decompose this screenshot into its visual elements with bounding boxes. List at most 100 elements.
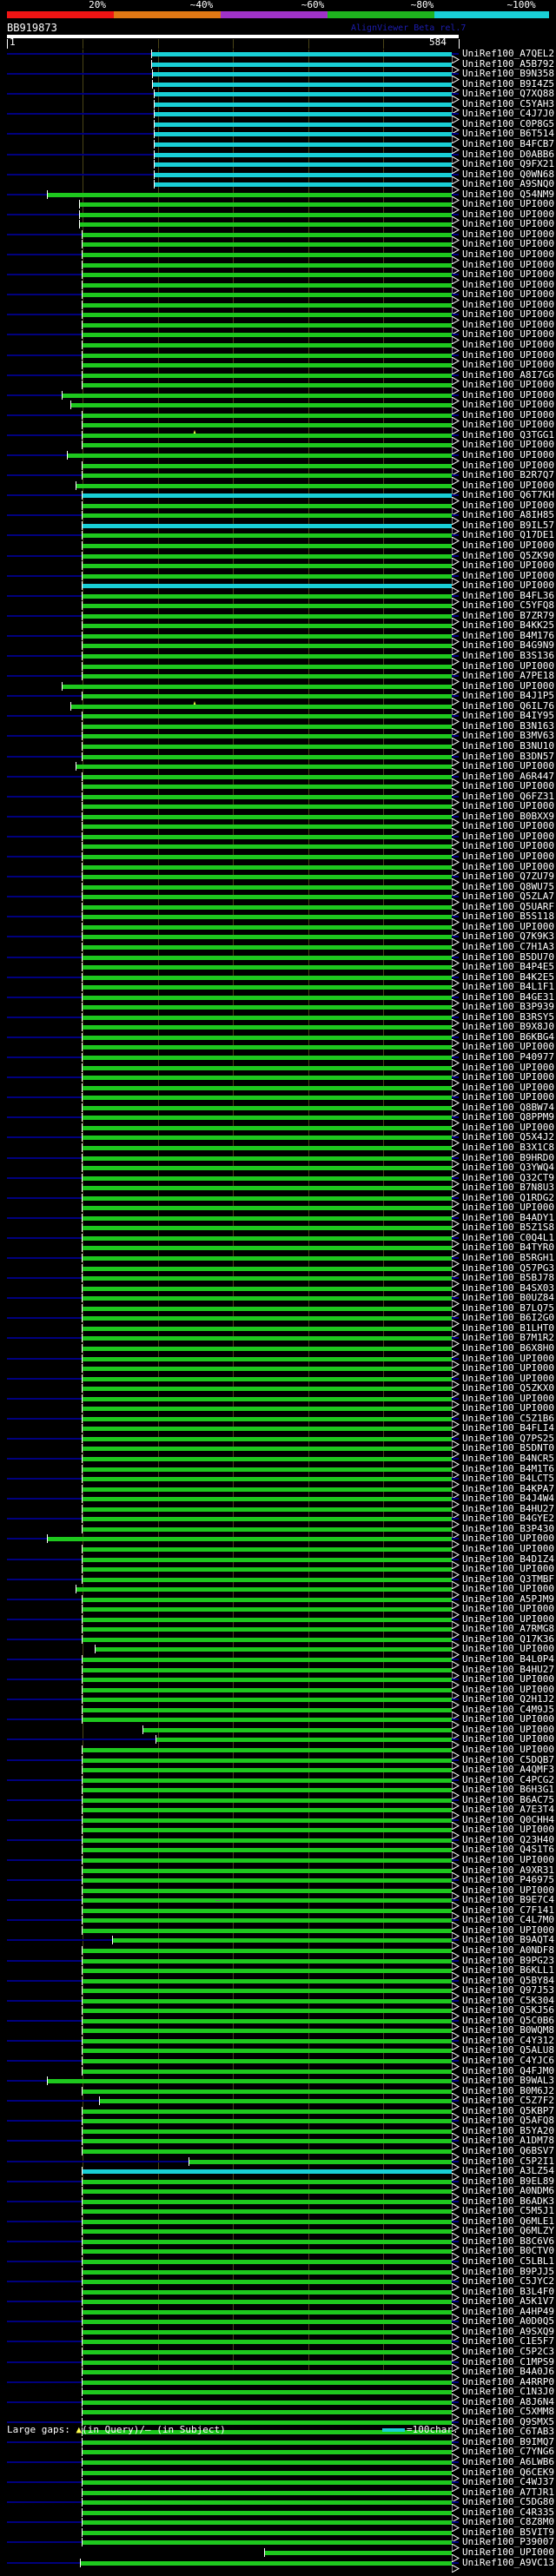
sequence-id-label[interactable]: UniRef100_B4J1P5	[462, 690, 554, 702]
alignment-row[interactable]: UniRef100_Q6IL76	[0, 700, 556, 717]
sequence-id-label[interactable]: UniRef100_B5RGH1	[462, 1252, 554, 1263]
alignment-row[interactable]: UniRef100_B4GE31	[0, 991, 556, 1008]
alignment-bar[interactable]	[83, 423, 452, 428]
alignment-row[interactable]: UniRef100_C4Y312	[0, 2035, 556, 2051]
sequence-id-label[interactable]: UniRef100_Q4FJM0	[462, 2064, 554, 2076]
alignment-bar[interactable]	[83, 1577, 452, 1582]
alignment-bar[interactable]	[155, 112, 452, 117]
sequence-id-label[interactable]: UniRef100_A7QEL2	[462, 48, 554, 59]
alignment-bar[interactable]	[83, 935, 452, 940]
alignment-bar[interactable]	[83, 1085, 452, 1090]
alignment-bar[interactable]	[83, 313, 452, 318]
alignment-bar[interactable]	[83, 1467, 452, 1472]
alignment-row[interactable]: UniRef100_Q6FZ31	[0, 791, 556, 807]
alignment-row[interactable]: UniRef100_Q3TMBF	[0, 1573, 556, 1590]
alignment-bar[interactable]	[83, 2109, 452, 2114]
alignment-bar[interactable]	[83, 2038, 452, 2043]
alignment-bar[interactable]	[83, 2029, 452, 2034]
sequence-id-label[interactable]: UniRef100_B5YA20	[462, 2124, 554, 2136]
alignment-row[interactable]: UniRef100_B4M176	[0, 630, 556, 646]
sequence-id-label[interactable]: UniRef100_Q3TMBF	[462, 1573, 554, 1585]
sequence-id-label[interactable]: UniRef100_Q3YWQ4	[462, 1162, 554, 1174]
alignment-row[interactable]: UniRef100_UPI000..	[0, 1362, 556, 1379]
sequence-id-label[interactable]: UniRef100_UPI000..	[462, 1683, 556, 1695]
sequence-id-label[interactable]: UniRef100_Q5ZK90	[462, 549, 554, 561]
alignment-bar[interactable]	[83, 714, 452, 719]
alignment-row[interactable]: UniRef100_A1DM78	[0, 2135, 556, 2152]
alignment-bar[interactable]	[83, 1186, 452, 1191]
alignment-bar[interactable]	[113, 1938, 452, 1944]
sequence-id-label[interactable]: UniRef100_A9VC13	[462, 2556, 554, 2568]
alignment-bar[interactable]	[83, 2009, 452, 2014]
sequence-id-label[interactable]: UniRef100_UPI000..	[462, 238, 556, 250]
alignment-bar[interactable]	[83, 924, 452, 930]
alignment-bar[interactable]	[83, 2179, 452, 2184]
sequence-id-label[interactable]: UniRef100_C5XMM8	[462, 2406, 554, 2418]
sequence-id-label[interactable]: UniRef100_C0P8G5	[462, 117, 554, 129]
sequence-id-label[interactable]: UniRef100_B9WAL3	[462, 2075, 554, 2087]
sequence-id-label[interactable]: UniRef100_Q0WN68	[462, 168, 554, 180]
sequence-id-label[interactable]: UniRef100_B9E7C4	[462, 1894, 554, 1906]
alignment-row[interactable]: UniRef100_Q0WN68	[0, 168, 556, 185]
alignment-bar[interactable]	[83, 1316, 452, 1321]
alignment-bar[interactable]	[83, 333, 452, 338]
sequence-id-label[interactable]: UniRef100_B6AC75	[462, 1793, 554, 1805]
alignment-row[interactable]: UniRef100_B4TYR0	[0, 1242, 556, 1259]
alignment-row[interactable]: UniRef100_B4A0J6	[0, 2366, 556, 2382]
sequence-id-label[interactable]: UniRef100_UPI000..	[462, 459, 556, 471]
sequence-id-label[interactable]: UniRef100_UPI000..	[462, 830, 556, 842]
sequence-id-label[interactable]: UniRef100_B9I4Z5	[462, 77, 554, 89]
sequence-id-label[interactable]: UniRef100_UPI000..	[462, 1563, 556, 1575]
sequence-id-label[interactable]: UniRef100_C6TAB3	[462, 2426, 554, 2438]
alignment-row[interactable]: UniRef100_Q5KBP7	[0, 2105, 556, 2122]
alignment-bar[interactable]	[83, 1898, 452, 1904]
alignment-bar[interactable]	[83, 1637, 452, 1642]
sequence-id-label[interactable]: UniRef100_D0ABB6	[462, 148, 554, 160]
alignment-bar[interactable]	[83, 584, 452, 589]
alignment-bar[interactable]	[83, 443, 452, 448]
sequence-id-label[interactable]: UniRef100_B3P430	[462, 1522, 554, 1534]
alignment-bar[interactable]	[83, 1256, 452, 1261]
sequence-id-label[interactable]: UniRef100_UPI000..	[462, 800, 556, 812]
alignment-bar[interactable]	[83, 1818, 452, 1823]
sequence-id-label[interactable]: UniRef100_B0WQM8	[462, 2024, 554, 2036]
alignment-row[interactable]: UniRef100_A9XR31	[0, 1864, 556, 1881]
sequence-id-label[interactable]: UniRef100_UPI000..	[462, 1723, 556, 1735]
alignment-bar[interactable]	[83, 2089, 452, 2094]
alignment-row[interactable]: UniRef100_UPI000..	[0, 379, 556, 395]
alignment-row[interactable]: UniRef100_Q6T7KH	[0, 489, 556, 507]
sequence-id-label[interactable]: UniRef100_B9PJJ5	[462, 2265, 554, 2277]
alignment-row[interactable]: UniRef100_B7LQ75	[0, 1301, 556, 1319]
alignment-bar[interactable]	[83, 2320, 452, 2325]
sequence-id-label[interactable]: UniRef100_Q97J53	[462, 1984, 554, 1997]
sequence-id-label[interactable]: UniRef100_Q0CHH4	[462, 1813, 554, 1825]
alignment-bar[interactable]	[83, 2280, 452, 2285]
sequence-id-label[interactable]: UniRef100_Q7K9K3	[462, 930, 554, 943]
alignment-row[interactable]: UniRef100_Q7XQ88	[0, 88, 556, 105]
alignment-bar[interactable]	[83, 1286, 452, 1291]
alignment-bar[interactable]	[83, 734, 452, 739]
sequence-id-label[interactable]: UniRef100_B6KLL1	[462, 1964, 554, 1977]
alignment-row[interactable]: UniRef100_B6I2G0	[0, 1312, 556, 1329]
alignment-row[interactable]: UniRef100_B3N163	[0, 720, 556, 737]
sequence-id-label[interactable]: UniRef100_B7LQ75	[462, 1301, 554, 1314]
sequence-id-label[interactable]: UniRef100_C5P2C3	[462, 2345, 554, 2357]
sequence-id-label[interactable]: UniRef100_Q32CT9	[462, 1171, 554, 1183]
sequence-id-label[interactable]: UniRef100_B4GYE2	[462, 1513, 554, 1525]
sequence-id-label[interactable]: UniRef100_B4LCT5	[462, 1473, 554, 1485]
alignment-bar[interactable]	[83, 1457, 452, 1461]
alignment-bar[interactable]	[83, 2269, 452, 2275]
alignment-bar[interactable]	[81, 2560, 452, 2566]
alignment-row[interactable]: UniRef100_UPI000..	[0, 1713, 556, 1731]
alignment-row[interactable]: UniRef100_Q5X4J2	[0, 1131, 556, 1149]
alignment-row[interactable]: UniRef100_B9E7C4	[0, 1894, 556, 1911]
sequence-id-label[interactable]: UniRef100_B6X8H0	[462, 1341, 554, 1354]
alignment-bar[interactable]	[83, 1667, 452, 1672]
alignment-row[interactable]: UniRef100_UPI000..	[0, 1563, 556, 1579]
alignment-row[interactable]: UniRef100_B4L1F1	[0, 981, 556, 997]
alignment-bar[interactable]	[83, 1526, 452, 1532]
sequence-id-label[interactable]: UniRef100_C4M9J5	[462, 1703, 554, 1715]
sequence-id-label[interactable]: UniRef100_Q8PPM9	[462, 1111, 554, 1123]
sequence-id-label[interactable]: UniRef100_B4FLI4	[462, 1422, 554, 1434]
alignment-row[interactable]: UniRef100_B4M1T6	[0, 1463, 556, 1480]
